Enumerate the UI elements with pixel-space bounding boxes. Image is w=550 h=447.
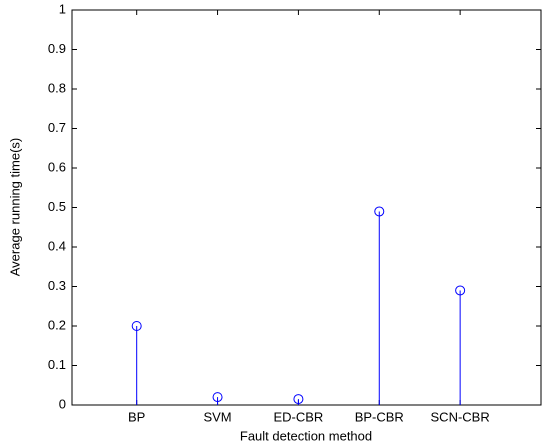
y-tick-label: 0 — [59, 396, 66, 411]
y-tick-label: 0.9 — [48, 41, 66, 56]
stem-marker — [212, 392, 223, 403]
y-tick-label: 0.1 — [48, 357, 66, 372]
x-tick-label: BP-CBR — [355, 409, 404, 424]
x-tick-label: ED-CBR — [273, 409, 323, 424]
y-tick-label: 0.6 — [48, 159, 66, 174]
stem-marker — [455, 285, 466, 296]
y-tick-label: 0.4 — [48, 238, 66, 253]
y-tick-label: 0.3 — [48, 278, 66, 293]
plot-box — [71, 9, 542, 406]
stem-marker — [293, 394, 304, 405]
y-tick-label: 0.8 — [48, 80, 66, 95]
stem-marker — [374, 206, 385, 217]
y-tick-label: 0.2 — [48, 317, 66, 332]
y-axis-label: Average running time(s) — [7, 138, 22, 277]
x-axis-label: Fault detection method — [240, 428, 372, 443]
y-tick-label: 0.7 — [48, 120, 66, 135]
x-tick-label: SVM — [203, 409, 231, 424]
y-tick-label: 1 — [59, 1, 66, 16]
y-tick-label: 0.5 — [48, 199, 66, 214]
x-tick-label: SCN-CBR — [431, 409, 490, 424]
x-tick-label: BP — [128, 409, 145, 424]
stem-marker — [131, 321, 142, 331]
